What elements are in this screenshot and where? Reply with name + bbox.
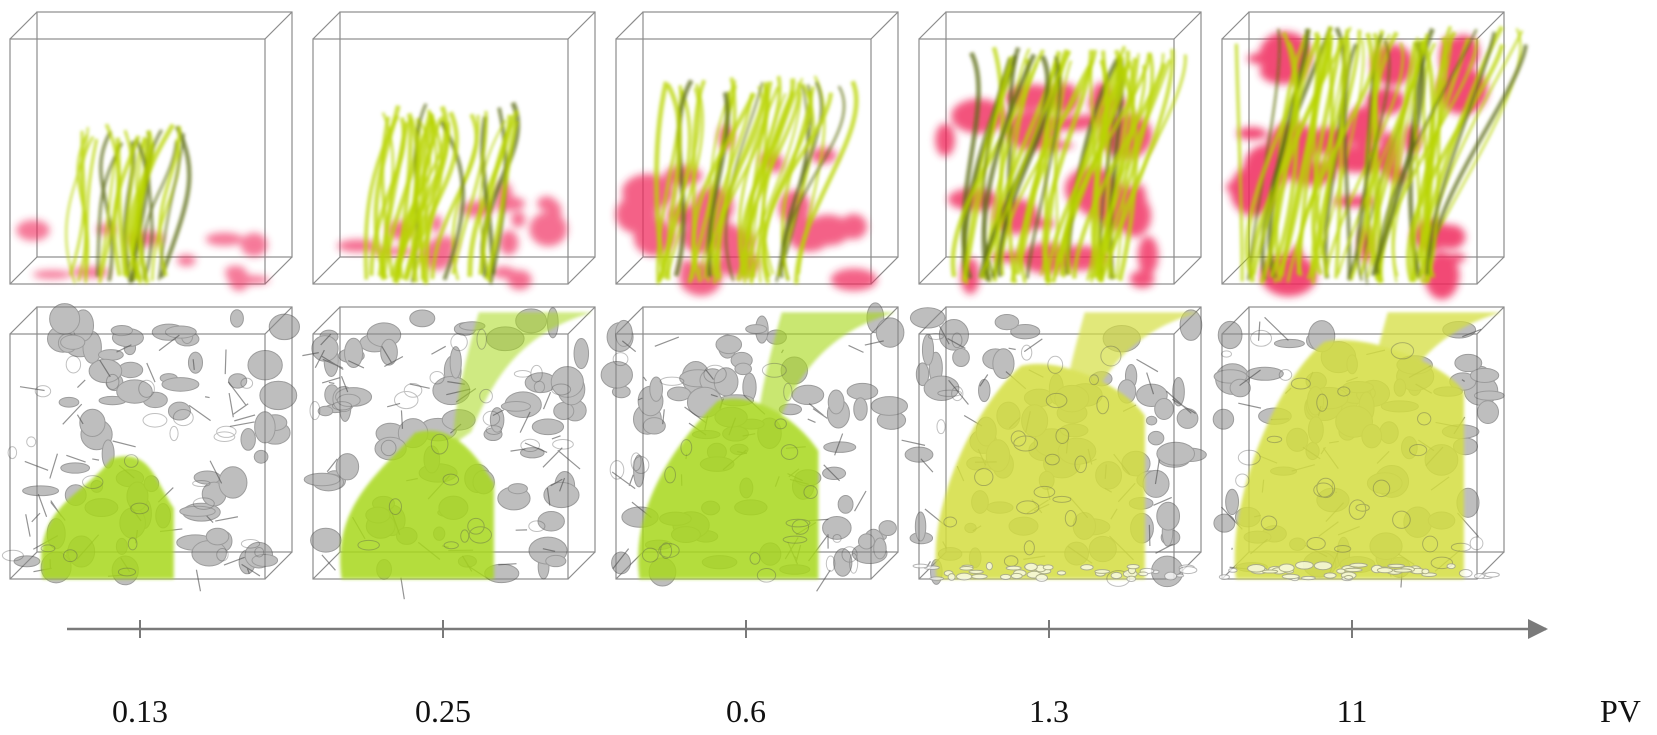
streamline-panel-1 (9, 11, 293, 291)
isosurface-panel-2 (302, 306, 596, 600)
isosurface-panel-5 (1212, 306, 1505, 588)
pv-axis (67, 619, 1548, 639)
tick-label: 0.6 (726, 693, 766, 729)
streamline-panel-5 (1221, 11, 1528, 300)
tick-label: 0.25 (415, 693, 471, 729)
tick-label: 1.3 (1029, 693, 1069, 729)
streamline-panel-3 (615, 11, 899, 296)
axis-unit-label: PV (1600, 693, 1641, 729)
tick-label: 0.13 (112, 693, 168, 729)
tick-label: 11 (1336, 693, 1368, 729)
streamline-panel-2 (312, 11, 596, 290)
isosurface-panel-4 (901, 306, 1207, 588)
streamline-panel-4 (918, 11, 1202, 295)
isosurface-panel-1 (1, 303, 300, 592)
isosurface-panel-3 (600, 302, 909, 592)
